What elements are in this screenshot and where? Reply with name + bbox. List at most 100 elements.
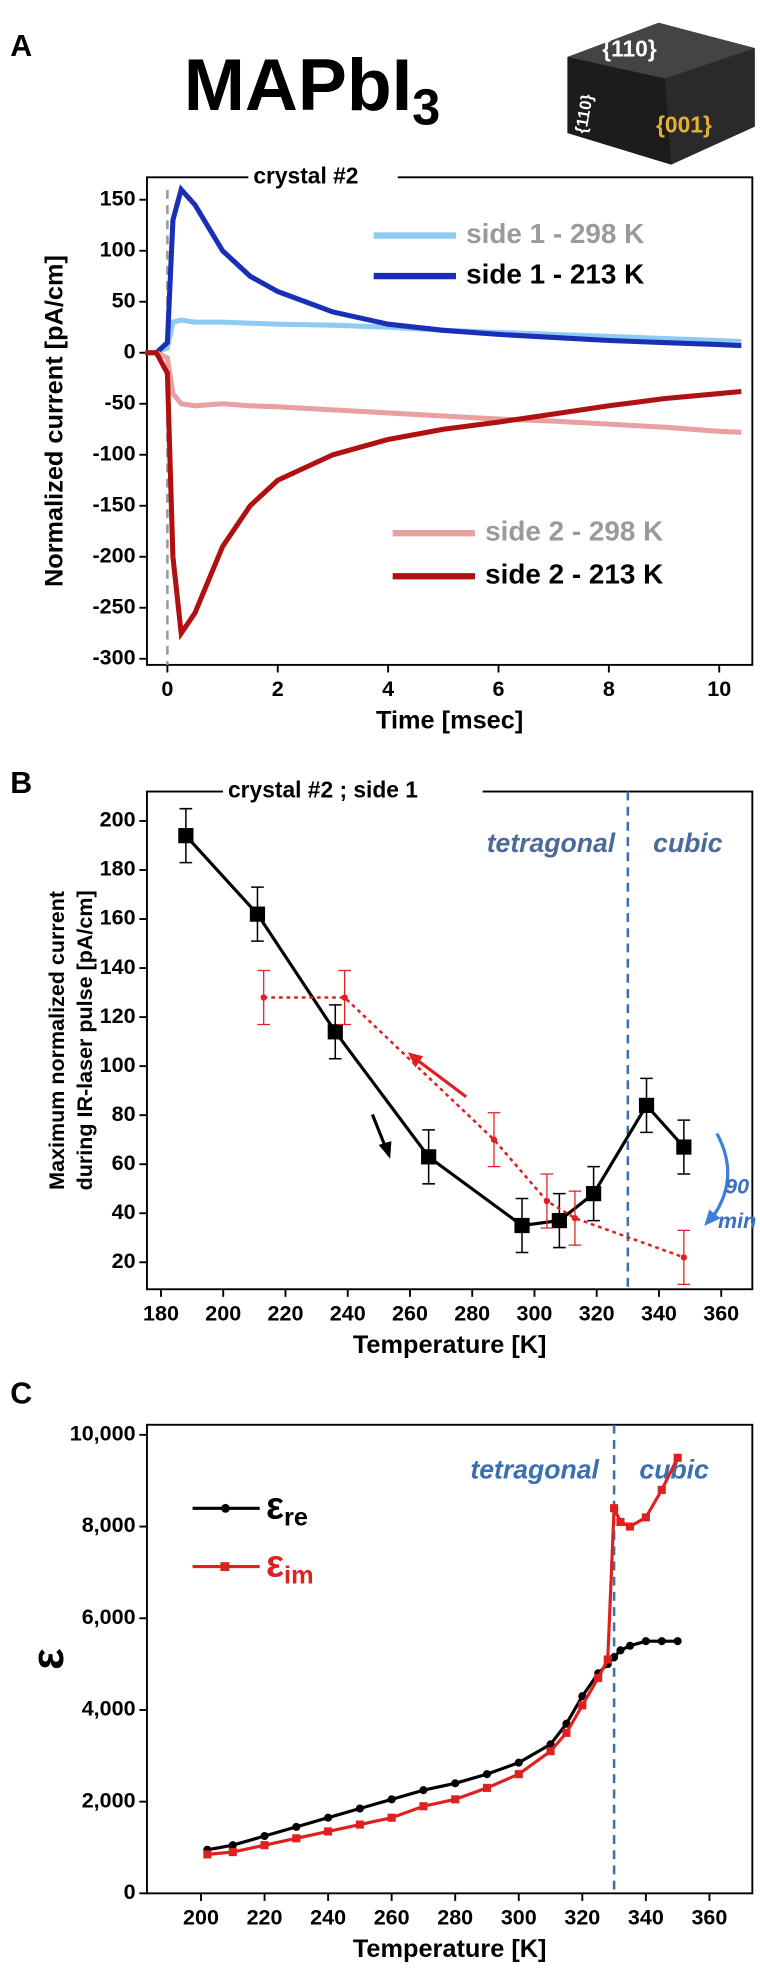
y-axis-label: ε: [22, 1648, 73, 1670]
marker: [610, 1504, 619, 1513]
marker: [657, 1637, 666, 1646]
y-tick-label: 80: [112, 1102, 136, 1126]
x-tick-label: 240: [310, 1905, 346, 1929]
inset-label: crystal #2 ; side 1: [228, 777, 418, 803]
series-line: [145, 184, 742, 356]
marker: [260, 1841, 269, 1850]
marker: [543, 1197, 551, 1205]
title-sub: 3: [412, 79, 440, 136]
legend-label: side 2 - 213 K: [485, 559, 663, 590]
series-line: [145, 350, 742, 641]
y-tick-label: 100: [100, 237, 136, 261]
y-tick-label: 6,000: [82, 1605, 136, 1629]
legend-subscript: im: [284, 1561, 314, 1589]
y-tick-label: 50: [112, 288, 136, 312]
marker: [562, 1728, 571, 1737]
x-tick-label: 6: [493, 677, 505, 701]
marker: [610, 1653, 619, 1662]
y-tick-label: -150: [92, 492, 135, 516]
y-tick-label: 20: [112, 1249, 136, 1273]
marker: [249, 906, 266, 922]
series-line: [263, 996, 685, 1259]
legend-subscript: re: [284, 1503, 308, 1531]
legend-symbol: ε: [266, 1485, 284, 1527]
inset-face-label: {110}: [602, 36, 657, 62]
phase-label: tetragonal: [470, 1455, 599, 1485]
x-tick-label: 200: [205, 1301, 241, 1325]
legend-marker: [221, 1503, 230, 1513]
x-tick-label: 260: [374, 1905, 410, 1929]
phase-label: tetragonal: [487, 828, 616, 858]
y-axis-label: Maximum normalized current: [45, 891, 69, 1190]
arrow-up: [414, 1057, 468, 1099]
x-tick-label: 180: [143, 1301, 179, 1325]
y-tick-label: 40: [112, 1200, 136, 1224]
legend-marker: [220, 1562, 230, 1572]
y-tick-label: 200: [100, 808, 136, 832]
marker: [680, 1254, 688, 1261]
x-tick-label: 4: [382, 677, 394, 701]
y-tick-label: 0: [124, 339, 136, 363]
x-tick-label: 280: [437, 1905, 473, 1929]
annotation: min: [718, 1209, 756, 1233]
marker: [482, 1783, 492, 1792]
series-line: [145, 350, 742, 435]
arrow-head: [704, 1209, 721, 1226]
marker: [482, 1770, 492, 1779]
arrow-curved: [710, 1132, 730, 1220]
marker: [578, 1701, 587, 1710]
chart-title: MAPbI3: [184, 45, 441, 136]
legend-symbol: ε: [266, 1544, 284, 1586]
legend-label: side 1 - 298 K: [466, 218, 644, 249]
y-tick-label: 8,000: [82, 1513, 136, 1537]
marker: [387, 1813, 396, 1822]
x-tick-label: 360: [691, 1905, 727, 1929]
marker: [571, 1214, 579, 1222]
plot-frame: [146, 176, 754, 666]
x-tick-label: 260: [392, 1301, 428, 1325]
y-tick-label: 4,000: [82, 1697, 136, 1721]
legend-label: εim: [266, 1544, 314, 1590]
marker: [419, 1786, 428, 1795]
y-tick-label: 160: [100, 906, 136, 930]
marker: [327, 1024, 343, 1040]
marker: [673, 1453, 682, 1462]
x-tick-label: 340: [641, 1301, 677, 1325]
marker: [625, 1522, 635, 1531]
marker: [638, 1097, 655, 1113]
marker: [355, 1820, 364, 1829]
x-axis-label: Time [msec]: [376, 707, 523, 735]
marker: [578, 1692, 587, 1701]
y-tick-label: 2,000: [82, 1788, 136, 1812]
marker: [292, 1822, 301, 1831]
y-tick-label: 100: [100, 1053, 136, 1077]
y-tick-label: 10,000: [70, 1422, 136, 1446]
x-tick-label: 200: [183, 1905, 219, 1929]
x-tick-label: 340: [628, 1905, 664, 1929]
x-axis-label: Temperature [K]: [353, 1331, 547, 1359]
y-axis-label: during IR-laser pulse [pA/cm]: [73, 890, 97, 1190]
marker: [514, 1217, 530, 1234]
x-tick-label: 320: [564, 1905, 600, 1929]
plot-frame: [146, 1423, 754, 1895]
y-tick-label: 140: [100, 955, 136, 979]
label-bg: [222, 778, 483, 805]
marker: [260, 994, 267, 1001]
marker: [228, 1841, 237, 1850]
marker: [421, 1149, 437, 1165]
x-tick-label: 8: [603, 677, 615, 701]
x-tick-label: 280: [454, 1301, 490, 1325]
series-line: [207, 1457, 680, 1856]
marker: [603, 1655, 612, 1664]
annotation: 90: [725, 1175, 749, 1199]
marker: [355, 1804, 364, 1813]
title-main: MAPbI: [184, 45, 412, 127]
arrow-head: [407, 1052, 424, 1068]
marker: [641, 1513, 650, 1522]
legend-label: side 2 - 298 K: [485, 516, 663, 547]
marker: [551, 1213, 567, 1229]
legend-label: εre: [266, 1485, 308, 1531]
x-tick-label: 10: [707, 677, 731, 701]
